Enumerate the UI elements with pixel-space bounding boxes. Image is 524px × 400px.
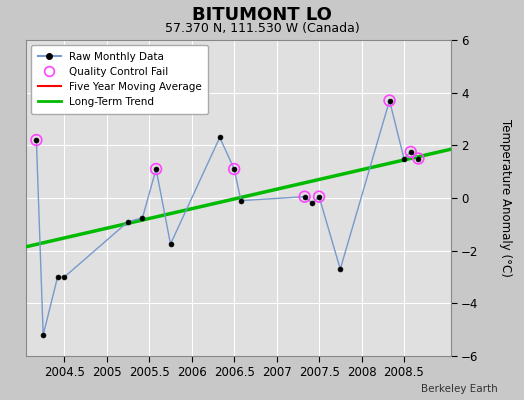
Point — [152, 166, 160, 172]
Y-axis label: Temperature Anomaly (°C): Temperature Anomaly (°C) — [499, 119, 512, 277]
Text: BITUMONT LO: BITUMONT LO — [192, 6, 332, 24]
Point — [414, 155, 422, 162]
Text: Berkeley Earth: Berkeley Earth — [421, 384, 498, 394]
Point — [32, 137, 40, 143]
Point — [230, 166, 238, 172]
Text: 57.370 N, 111.530 W (Canada): 57.370 N, 111.530 W (Canada) — [165, 22, 359, 35]
Legend: Raw Monthly Data, Quality Control Fail, Five Year Moving Average, Long-Term Tren: Raw Monthly Data, Quality Control Fail, … — [31, 45, 208, 114]
Point — [315, 194, 323, 200]
Point — [407, 149, 415, 155]
Point — [385, 97, 394, 104]
Point — [300, 194, 309, 200]
